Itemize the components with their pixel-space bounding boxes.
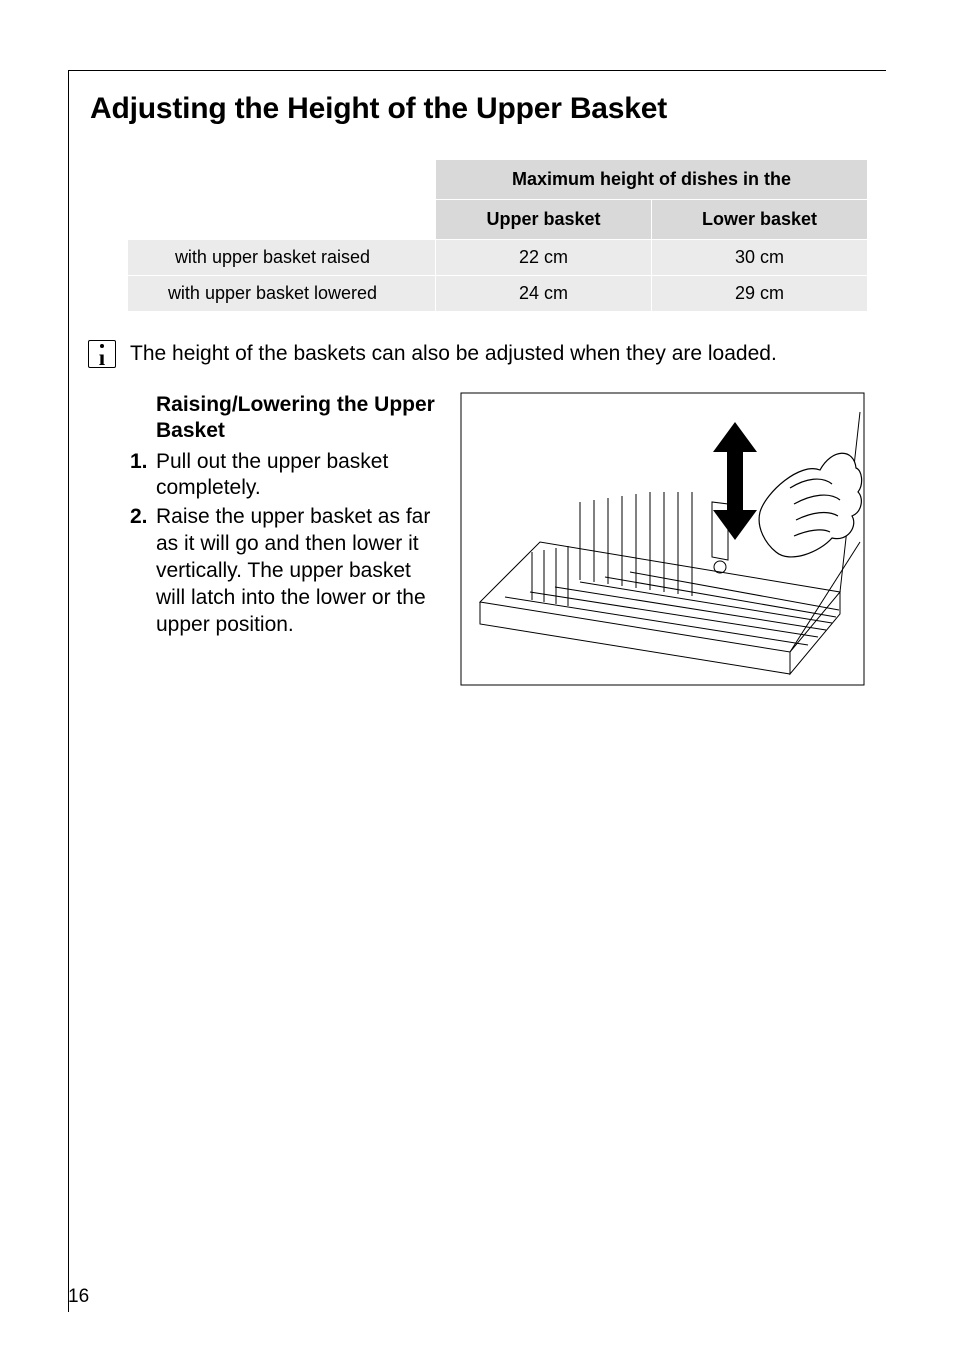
instruction-step: 2.Raise the upper basket as far as it wi…: [130, 504, 445, 638]
page-heading: Adjusting the Height of the Upper Basket: [90, 92, 667, 126]
table-rowlabel: with upper basket raised: [128, 240, 436, 276]
table-cell: 24 cm: [436, 276, 652, 312]
table-header-spacer: [128, 160, 436, 200]
upper-basket-illustration: [460, 392, 865, 686]
basket-height-table: Maximum height of dishes in the Upper ba…: [128, 160, 868, 312]
table-row: with upper basket raised 22 cm 30 cm: [128, 240, 868, 276]
table-row: with upper basket lowered 24 cm 29 cm: [128, 276, 868, 312]
instruction-step-text: Raise the upper basket as far as it will…: [156, 505, 430, 636]
info-icon: ı: [88, 340, 116, 368]
table-header-spacer: [128, 200, 436, 240]
instructions-heading: Raising/Lowering the Upper Bas­ket: [156, 392, 445, 445]
instructions: Raising/Lowering the Upper Bas­ket 1.Pul…: [130, 392, 445, 639]
frame-left-line: [68, 70, 69, 1312]
table-cell: 22 cm: [436, 240, 652, 276]
table-header-lower: Lower basket: [652, 200, 868, 240]
frame-top-line: [68, 70, 886, 71]
info-text: The height of the baskets can also be ad…: [130, 340, 865, 368]
page-number: 16: [68, 1286, 89, 1308]
table-cell: 29 cm: [652, 276, 868, 312]
table-header-merged: Maximum height of dishes in the: [436, 160, 868, 200]
table-cell: 30 cm: [652, 240, 868, 276]
instruction-step: 1.Pull out the upper basket complete­ly.: [130, 449, 445, 503]
instruction-step-text: Pull out the upper basket complete­ly.: [156, 450, 388, 500]
table-rowlabel: with upper basket lowered: [128, 276, 436, 312]
table-header-upper: Upper basket: [436, 200, 652, 240]
page: Adjusting the Height of the Upper Basket…: [0, 0, 954, 1352]
